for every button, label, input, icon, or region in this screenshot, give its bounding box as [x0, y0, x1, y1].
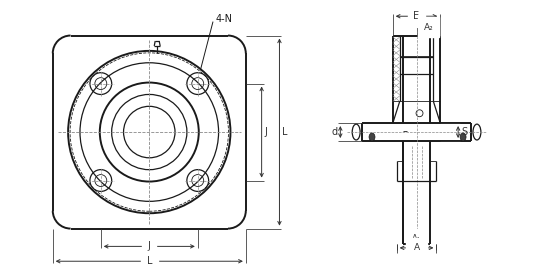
- Text: L: L: [282, 127, 288, 137]
- Text: 4-N: 4-N: [216, 14, 233, 24]
- Text: A₁: A₁: [412, 235, 421, 243]
- Text: E: E: [414, 11, 420, 21]
- Ellipse shape: [460, 133, 466, 141]
- Text: J: J: [148, 241, 151, 251]
- Text: L: L: [146, 256, 152, 266]
- Text: d: d: [331, 127, 337, 137]
- Text: S: S: [461, 127, 468, 137]
- Text: A: A: [414, 243, 420, 252]
- Ellipse shape: [369, 133, 375, 141]
- Text: A₂: A₂: [424, 23, 433, 32]
- Text: J: J: [265, 127, 267, 137]
